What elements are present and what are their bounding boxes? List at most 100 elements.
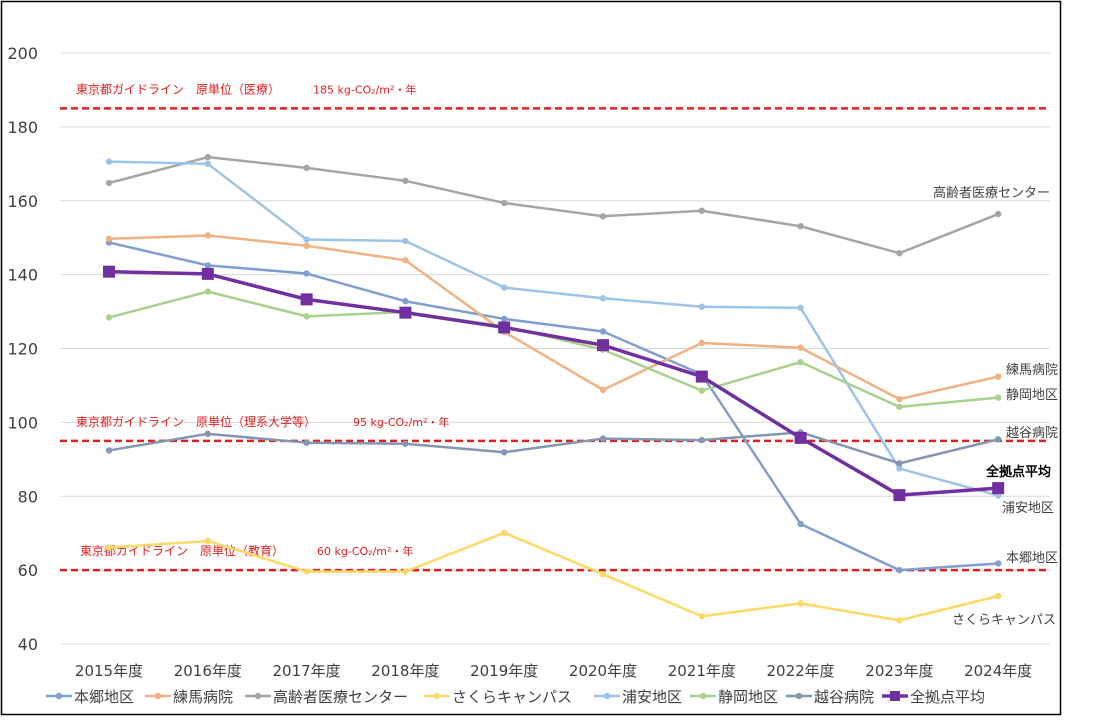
legend-label: 越谷病院 [814, 688, 874, 706]
data-point-marker [896, 460, 903, 467]
y-tick-label: 80 [18, 487, 38, 506]
legend-label: 高齢者医療センター [273, 688, 408, 706]
data-point-marker [599, 295, 607, 302]
reference-line-value: 185 kg-CO₂/m²・年 [313, 82, 416, 96]
reference-line-value: 95 kg-CO₂/m²・年 [353, 415, 449, 429]
y-tick-label: 180 [7, 118, 38, 137]
data-point-marker [599, 570, 607, 578]
data-point-marker [797, 344, 804, 351]
x-tick-label: 2021年度 [668, 662, 736, 680]
x-tick-label: 2020年度 [569, 662, 637, 680]
legend-label: 静岡地区 [718, 688, 778, 706]
data-point-marker [105, 447, 113, 454]
plot-border [0, 0, 1062, 716]
data-point-marker [204, 153, 211, 161]
x-tick-label: 2024年度 [964, 662, 1032, 680]
data-point-marker [698, 613, 705, 620]
data-point-marker [501, 284, 508, 291]
data-point-marker [599, 213, 607, 220]
data-point-marker [995, 394, 1002, 401]
legend-label: 浦安地区 [622, 688, 682, 706]
x-tick-label: 2017年度 [273, 662, 341, 680]
series-line [108, 155, 999, 255]
data-point-marker [501, 449, 508, 456]
data-point-marker [201, 267, 214, 280]
data-point-marker [300, 293, 313, 306]
data-point-marker [399, 306, 412, 319]
data-point-marker [498, 321, 511, 334]
data-point-marker [105, 179, 113, 187]
data-point-marker [896, 566, 903, 574]
series-end-label: 練馬病院 [1006, 363, 1058, 378]
series-end-label: さくらキャンパス [952, 613, 1056, 628]
data-point-marker [402, 440, 409, 447]
x-tick-label: 2018年度 [371, 662, 439, 680]
x-axis: 2015年度 2016年度 2017年度 2018年度 2019年度 2020年度 2021… [75, 662, 1032, 680]
legend-label: さくらキャンパス [452, 688, 572, 706]
legend-swatch-marker [890, 691, 900, 701]
legend-swatch-marker [433, 692, 441, 700]
data-point-marker [896, 465, 903, 472]
legend-label: 全拠点平均 [910, 688, 985, 706]
data-point-marker [501, 315, 508, 323]
legend-swatch-marker [603, 692, 611, 700]
data-point-marker [896, 250, 903, 257]
data-point-marker [896, 617, 903, 624]
data-point-marker [698, 436, 705, 444]
data-point-marker [797, 600, 804, 607]
data-point-marker [402, 298, 409, 305]
data-point-marker [501, 199, 508, 207]
x-tick-label: 2016年度 [174, 662, 242, 680]
data-point-marker [794, 431, 807, 444]
series-line [108, 531, 999, 622]
reference-line-label: 東京都ガイドライン 原単位（医療） [76, 81, 280, 96]
y-tick-label: 140 [7, 266, 38, 285]
data-point-marker [995, 592, 1002, 600]
data-point-marker [103, 265, 115, 278]
data-point-marker [402, 177, 409, 185]
legend-swatch-marker [795, 692, 803, 700]
data-point-marker [995, 210, 1002, 218]
data-point-marker [995, 373, 1002, 380]
data-point-marker [599, 386, 607, 394]
data-point-marker [105, 314, 113, 321]
data-point-marker [597, 339, 609, 352]
data-point-marker [204, 160, 211, 168]
data-point-marker [204, 262, 211, 269]
legend-swatch-marker [699, 692, 707, 700]
data-point-marker [105, 544, 113, 551]
x-tick-label: 2023年度 [865, 662, 933, 680]
y-tick-label: 120 [7, 340, 38, 359]
data-point-marker [303, 236, 310, 243]
series-line [108, 160, 999, 497]
y-tick-label: 200 [7, 44, 38, 63]
series-end-label: 本郷地区 [1006, 551, 1058, 566]
series-line [108, 431, 999, 465]
data-point-marker [698, 207, 705, 214]
data-point-marker [599, 328, 607, 335]
legend: 本郷地区 練馬病院 高齢者医療センター さくらキャンパス 浦安地区 静岡地区 越谷病院 全拠点… [46, 688, 985, 706]
data-point-marker [695, 370, 708, 383]
data-point-marker [402, 568, 409, 575]
data-point-marker [204, 288, 211, 295]
x-tick-label: 2022年度 [767, 662, 835, 680]
data-point-marker [995, 560, 1002, 567]
legend-label: 本郷地区 [74, 688, 134, 706]
data-point-marker [797, 223, 804, 230]
series-end-label: 高齢者医療センター [933, 185, 1050, 201]
y-tick-label: 160 [7, 192, 38, 211]
legend-swatch-marker [154, 692, 162, 700]
series-line [108, 269, 999, 497]
series-line [108, 241, 999, 572]
data-point-marker [303, 270, 310, 277]
data-point-marker [303, 439, 310, 446]
data-point-marker [105, 235, 113, 242]
data-point-marker [698, 339, 705, 347]
data-point-marker [303, 568, 310, 575]
reference-lines: 東京都ガイドライン 原単位（医療） 185 kg-CO₂/m²・年東京都ガイドライ… [60, 81, 1050, 572]
legend-label: 練馬病院 [173, 688, 233, 706]
data-point-marker [402, 257, 409, 264]
data-point-marker [501, 529, 508, 537]
